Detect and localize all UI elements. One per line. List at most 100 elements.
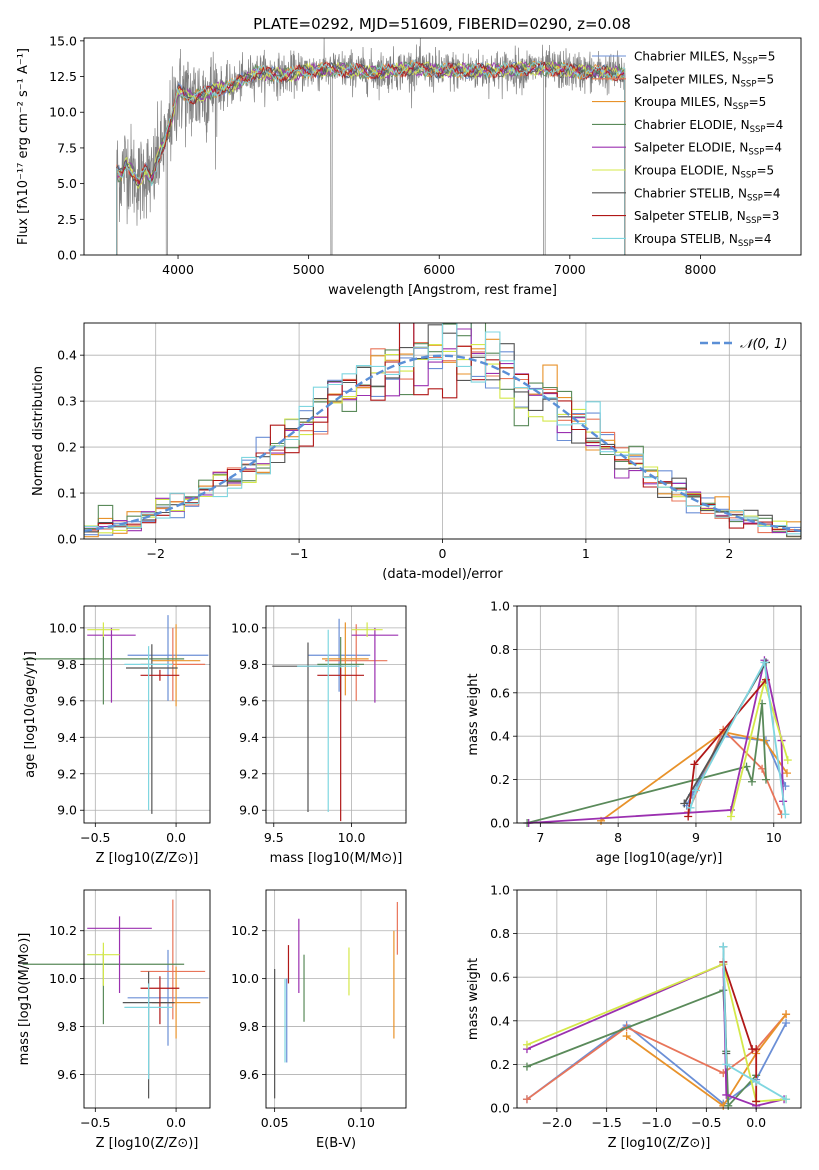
weight-series-line: [730, 678, 789, 817]
spectrum-model-line: [116, 60, 626, 255]
y-tick-label: 9.2: [239, 766, 259, 781]
legend-subscript: SSP: [742, 57, 758, 67]
spectrum-model-line: [116, 60, 626, 255]
plot-area: [84, 323, 801, 538]
legend-entry: Chabrier ELODIE, NSSP=4: [634, 118, 783, 135]
x-tick-label: 4000: [162, 262, 194, 277]
x-tick-label: 9: [692, 830, 700, 845]
y-tick-label: 12.5: [49, 69, 77, 84]
y-tick-label: 2.5: [57, 212, 77, 227]
legend-entry: Chabrier STELIB, NSSP=4: [634, 186, 781, 203]
weight-marker: [691, 786, 700, 795]
weight-marker: [724, 1101, 733, 1110]
x-tick-label: −0.5: [691, 1115, 721, 1130]
y-axis-label: age [log10(age/yr)]: [23, 651, 38, 778]
weight-marker: [752, 1045, 761, 1054]
x-tick-label: 1: [582, 546, 590, 561]
legend-entry: Salpeter ELODIE, NSSP=4: [634, 141, 782, 158]
x-tick-label: 8000: [685, 262, 717, 277]
weight-series-line: [626, 1013, 787, 1108]
weight-marker: [684, 812, 693, 821]
mass-vs-extinction-panel: 0.05 0.10 9.6 9.8 10.0 10.2 E(B-V): [231, 889, 407, 1151]
legend-count: =5: [756, 72, 774, 86]
y-tick-label: 1.0: [490, 883, 510, 898]
plot-area: [22, 615, 209, 814]
legend-subscript: SSP: [741, 79, 757, 89]
spectrum-panel: 4000 5000 6000 7000 8000 0.0 2.5 5.0 7.5 10.0 12.5…: [16, 33, 802, 298]
spectrum-model-line: [116, 61, 626, 255]
x-tick-label: 2: [725, 546, 733, 561]
weight-marker: [752, 1097, 761, 1106]
weight-series-line: [722, 946, 787, 1101]
legend-subscript: SSP: [738, 239, 754, 249]
y-tick-label: 9.8: [57, 1019, 77, 1034]
y-tick-label: 9.8: [239, 1019, 259, 1034]
y-tick-label: 0.0: [57, 532, 77, 547]
y-tick-label: 9.8: [239, 657, 259, 672]
legend-model-name: Chabrier STELIB, N: [634, 186, 747, 200]
legend: Chabrier MILES, NSSP=5 Salpeter MILES, NS…: [592, 50, 783, 249]
x-tick-label: 7: [536, 830, 544, 845]
weight-series-line: [526, 989, 757, 1109]
y-tick-label: 9.2: [57, 766, 77, 781]
y-tick-label: 9.8: [57, 657, 77, 672]
weight-series-line: [689, 659, 787, 815]
axes-frame: [83, 605, 211, 824]
weight-marker: [752, 1077, 761, 1086]
x-tick-label: 0: [439, 546, 447, 561]
x-tick-label: −1.5: [592, 1115, 622, 1130]
weight-marker: [680, 799, 689, 808]
axes-frame: [516, 605, 802, 824]
legend-count: =5: [749, 95, 767, 109]
legend-entry: Salpeter MILES, NSSP=5: [634, 72, 774, 89]
x-tick-label: 7000: [554, 262, 586, 277]
x-tick-label: 0.05: [261, 1115, 289, 1130]
x-tick-label: −1: [290, 546, 308, 561]
x-tick-label: 10: [766, 830, 782, 845]
weight-marker: [782, 1010, 791, 1019]
weight-marker: [782, 1095, 791, 1104]
axes-frame: [83, 889, 211, 1109]
legend-model-name: Kroupa MILES, N: [634, 95, 733, 109]
legend-count: =5: [756, 164, 774, 178]
mass-weight-vs-age-panel: 7 8 9 10 0.0 0.2 0.4 0.6 0.8 1.0 age [log10(age/yr…: [466, 599, 802, 866]
x-tick-label: −0.5: [80, 830, 110, 845]
mass-weight-vs-metallicity-panel: −2.0 −1.5 −1.0 −0.5 0.0 0.0 0.2 0.4 0.6 0.8 1.0 Z […: [466, 883, 802, 1151]
legend-entry: Salpeter STELIB, NSSP=3: [634, 209, 779, 226]
y-tick-label: 9.4: [57, 730, 77, 745]
y-tick-label: 10.0: [49, 620, 77, 635]
weight-marker: [781, 810, 790, 819]
legend-model-name: Chabrier ELODIE, N: [634, 118, 750, 132]
plot-area: [116, 38, 626, 255]
age-vs-mass-panel: 9.5 10.0 9.0 9.2 9.4 9.6 9.8 10.0 mass [log10(M/…: [231, 605, 407, 866]
weight-marker: [782, 1018, 791, 1027]
x-tick-label: −2: [146, 546, 164, 561]
y-tick-label: 9.4: [239, 730, 259, 745]
y-tick-label: 0.4: [490, 1013, 510, 1028]
y-tick-label: 5.0: [57, 176, 77, 191]
legend-entry: Chabrier MILES, NSSP=5: [634, 50, 775, 67]
y-tick-label: 0.2: [490, 772, 510, 787]
legend-subscript: SSP: [750, 125, 766, 135]
legend-count: =5: [758, 50, 776, 64]
weight-marker: [760, 658, 769, 667]
legend-model-name: Kroupa ELODIE, N: [634, 164, 741, 178]
y-tick-label: 7.5: [57, 140, 77, 155]
y-tick-label: 10.2: [231, 923, 259, 938]
axes-frame: [265, 889, 407, 1109]
x-tick-label: 0.10: [347, 1115, 375, 1130]
legend-subscript: SSP: [733, 102, 749, 112]
figure-title: PLATE=0292, MJD=51609, FIBERID=0290, z=0…: [253, 15, 631, 33]
y-tick-label: 0.0: [490, 1101, 510, 1116]
y-tick-label: 10.2: [49, 923, 77, 938]
x-tick-label: 9.5: [264, 830, 284, 845]
axes-frame: [516, 889, 802, 1109]
y-tick-label: 0.1: [57, 486, 77, 501]
plot-area: [274, 901, 398, 1099]
x-tick-label: 0.0: [166, 830, 186, 845]
axes-frame: [265, 605, 407, 824]
axes-frame: [83, 37, 802, 256]
y-tick-label: 0.0: [57, 248, 77, 263]
age-vs-metallicity-panel: −0.5 0.0 9.0 9.2 9.4 9.6 9.8 10.0 Z [log10(Z/Z⊙)…: [22, 605, 211, 866]
